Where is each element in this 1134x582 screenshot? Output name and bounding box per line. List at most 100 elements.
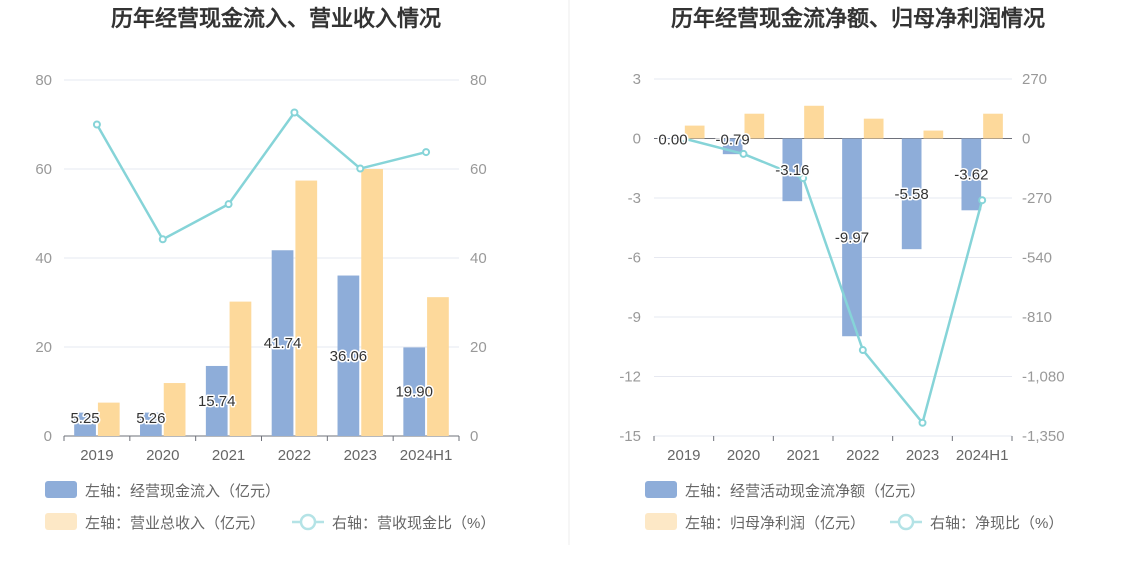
line-series [95, 110, 427, 241]
bar-secondary [863, 118, 884, 139]
legend-swatch [645, 481, 677, 498]
bar-primary [663, 138, 683, 139]
bar-secondary [983, 113, 1003, 139]
right-axis-tick-label: -540 [1022, 250, 1052, 267]
legend-label: 左轴：营业总收入（亿元） [85, 515, 265, 532]
left-axis-tick-label: -6 [628, 250, 641, 267]
left-axis-tick-label: 3 [633, 71, 641, 88]
bar-secondary [684, 125, 705, 139]
x-axis-tick-label: 2019 [80, 447, 113, 464]
bar-data-label: 5.25 [70, 410, 99, 427]
legend-label: 左轴：归母净利润（亿元） [685, 515, 865, 532]
x-axis-tick-label: 2024H1 [956, 447, 1009, 464]
right-axis-tick-label: 20 [470, 339, 487, 356]
bar-secondary [361, 169, 383, 436]
x-axis-tick-label: 2023 [344, 447, 377, 464]
right-axis-tick-label: -1,350 [1022, 428, 1065, 445]
legend-swatch [645, 513, 677, 530]
left-axis-tick-label: 20 [35, 339, 52, 356]
legend-label: 右轴：营收现金比（%） [332, 515, 495, 532]
x-axis-tick-label: 2021 [786, 447, 819, 464]
right-axis-tick-label: 80 [470, 72, 487, 89]
line-point [858, 346, 867, 355]
line-point [290, 108, 299, 117]
bar-data-label: 15.74 [198, 393, 236, 410]
bar-secondary [744, 113, 765, 139]
left-axis-tick-label: 0 [633, 131, 641, 148]
legend-swatch-marker [299, 513, 317, 531]
line-point [158, 235, 167, 244]
bar-primary [782, 138, 803, 202]
bar-data-label: -5.58 [895, 186, 929, 203]
bar-secondary [804, 105, 824, 139]
right-axis-tick-label: -1,080 [1022, 369, 1065, 386]
line-point [224, 200, 233, 209]
bar-secondary [923, 130, 944, 139]
bar-primary [271, 250, 294, 436]
bar-primary [74, 412, 96, 436]
legend-label: 左轴：经营活动现金流净额（亿元） [685, 483, 925, 500]
line-point [739, 149, 748, 158]
line-point [356, 164, 365, 173]
left-axis-tick-label: 80 [35, 72, 52, 89]
bar-data-label: -9.97 [835, 229, 869, 246]
legend-swatch [45, 481, 77, 498]
bar-primary [901, 138, 922, 250]
chart-panel-right: -15 -12 -9 -6 -3 0 3 -1,350 -1,080 -810 -540 -270 0 2… [619, 71, 1064, 532]
bar-data-label: 0.00 [658, 132, 687, 149]
bar-data-label: -3.16 [775, 162, 809, 179]
bar-secondary [229, 301, 252, 436]
bar-primary [140, 412, 162, 436]
bar-data-label: 36.06 [330, 348, 368, 365]
bar-data-label: -0.79 [716, 132, 750, 149]
x-axis-tick-label: 2019 [667, 447, 700, 464]
x-axis-tick-label: 2020 [146, 447, 179, 464]
x-axis-tick-label: 2022 [846, 447, 879, 464]
right-axis-tick-label: 270 [1022, 71, 1047, 88]
line-point [92, 120, 101, 129]
bar-primary [205, 365, 228, 436]
x-axis-tick-label: 2021 [212, 447, 245, 464]
line-point [679, 134, 688, 143]
bar-primary [337, 275, 360, 436]
bar-data-label: 19.90 [395, 384, 433, 401]
left-axis-tick-label: -9 [628, 309, 641, 326]
x-axis-tick-label: 2020 [727, 447, 760, 464]
right-axis-tick-label: -270 [1022, 190, 1052, 207]
bar-primary [403, 347, 426, 436]
line-point [918, 418, 927, 427]
bar-data-label: -3.62 [954, 166, 988, 183]
bar-data-label: 5.26 [136, 410, 165, 427]
bar-primary [961, 138, 982, 211]
x-axis-tick-label: 2022 [278, 447, 311, 464]
legend-label: 左轴：经营现金流入（亿元） [85, 483, 280, 500]
legend-swatch [45, 513, 77, 530]
x-axis-tick-label: 2023 [906, 447, 939, 464]
bar-secondary [295, 180, 318, 436]
legend-label: 右轴：净现比（%） [930, 515, 1063, 532]
line-point [978, 196, 987, 205]
line-point [422, 148, 431, 157]
bar-primary [842, 138, 862, 337]
right-axis-tick-label: 0 [1022, 131, 1030, 148]
line-series [683, 137, 984, 426]
left-axis-tick-label: -15 [619, 428, 641, 445]
chart-title-left: 历年经营现金流入、营业收入情况 [111, 6, 441, 31]
left-axis-tick-label: 0 [44, 428, 52, 445]
chart-title-right: 历年经营现金流净额、归母净利润情况 [671, 6, 1045, 31]
bar-secondary [97, 402, 120, 436]
bar-secondary [427, 297, 449, 436]
right-axis-tick-label: 40 [470, 250, 487, 267]
x-axis-tick-label: 2024H1 [400, 447, 453, 464]
left-axis-tick-label: -3 [628, 190, 641, 207]
legend-swatch-marker [897, 513, 915, 531]
line-point [799, 174, 808, 183]
bar-data-label: 41.74 [264, 335, 302, 352]
right-axis-tick-label: -810 [1022, 309, 1052, 326]
bar-secondary [163, 383, 186, 436]
right-axis-tick-label: 0 [470, 428, 478, 445]
right-axis-tick-label: 60 [470, 161, 487, 178]
chart-panel-left: 0 20 40 60 80 0 20 40 60 80 2019 2020 2021 2022 2023 20… [35, 72, 495, 532]
left-axis-tick-label: -12 [619, 369, 641, 386]
